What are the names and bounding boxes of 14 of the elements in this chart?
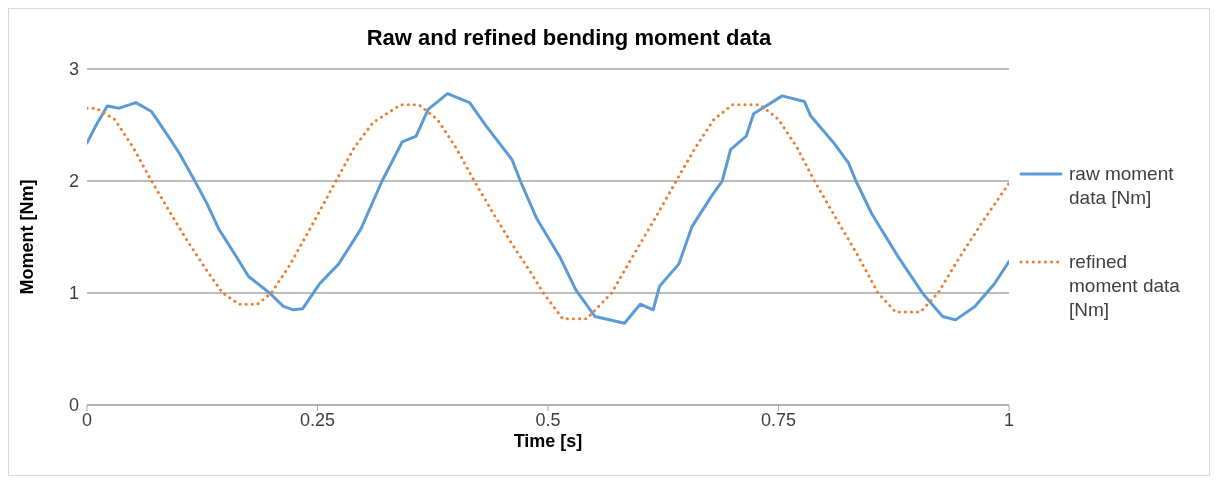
x-axis-title: Time [s] [513,431,583,451]
y-tick-label: 1 [68,283,79,304]
x-tick-label: 0.75 [760,409,797,430]
y-axis-title: Moment [Nm] [17,179,38,295]
y-tick-label: 3 [68,59,79,80]
x-tick-label: 0.5 [535,409,561,430]
y-tick-label: 0 [68,395,79,416]
chart-title: Raw and refined bending moment data [365,25,773,51]
x-tick-label: 0.25 [299,409,336,430]
x-tick-label: 1 [1003,409,1015,430]
legend-label: refined moment data [Nm] [1069,250,1181,322]
y-tick-label: 2 [68,171,79,192]
x-tick-label: 0 [81,409,93,430]
legend-label: raw moment data [Nm] [1069,162,1175,210]
